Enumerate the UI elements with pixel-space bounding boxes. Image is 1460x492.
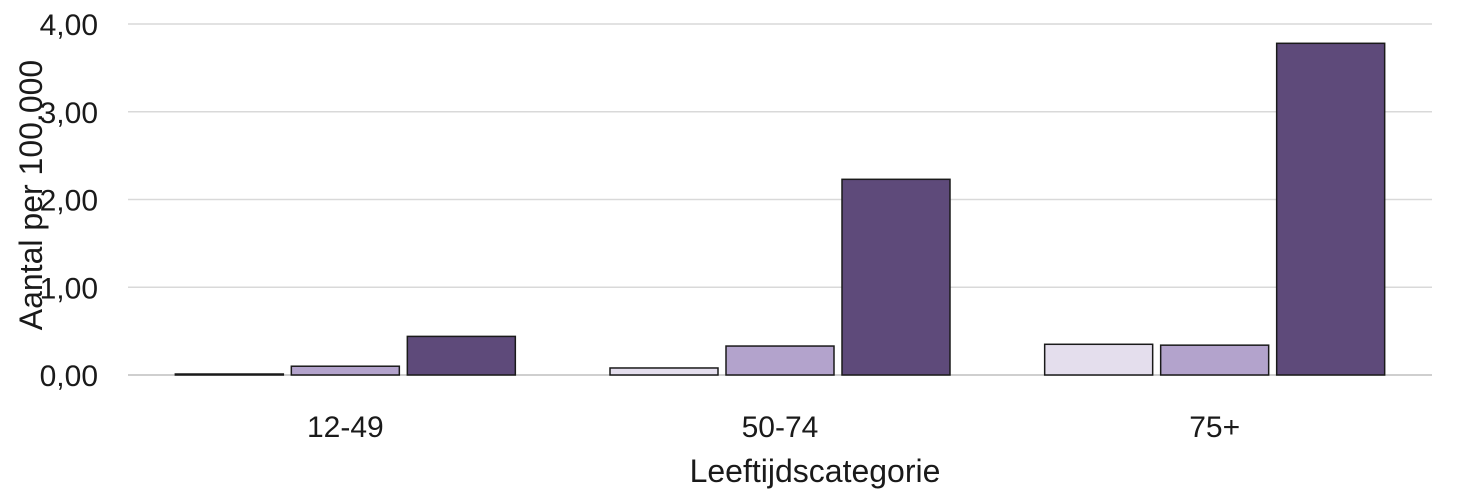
x-axis-title: Leeftijdscategorie: [690, 453, 941, 489]
bar-75plus-series-1: [1043, 343, 1154, 376]
y-axis-title: Aantal per 100.000: [13, 60, 49, 330]
bar-50-74-series-3: [841, 178, 951, 376]
bar-50-74-series-2: [725, 345, 835, 376]
x-tick-label: 50-74: [742, 411, 819, 444]
y-axis-ticks: 0,00 1,00 2,00 3,00 4,00: [40, 9, 98, 393]
bar-75plus-series-2: [1159, 344, 1270, 376]
bar-50-74-series-1: [609, 367, 719, 376]
y-tick-label: 1,00: [40, 272, 98, 305]
bar-12-49-series-2: [290, 365, 401, 376]
bars: [174, 42, 1386, 376]
x-tick-label: 75+: [1189, 411, 1240, 444]
x-tick-label: 12-49: [307, 411, 384, 444]
bar-12-49-series-3: [406, 335, 517, 376]
y-tick-label: 0,00: [40, 360, 98, 393]
x-axis-ticks: 12-49 50-74 75+: [307, 411, 1240, 444]
bar-12-49-series-1: [174, 373, 285, 376]
gridlines: [128, 23, 1432, 376]
y-tick-label: 2,00: [40, 185, 98, 218]
y-tick-label: 4,00: [40, 9, 98, 42]
bar-75plus-series-3: [1275, 42, 1386, 376]
y-tick-label: 3,00: [40, 97, 98, 130]
